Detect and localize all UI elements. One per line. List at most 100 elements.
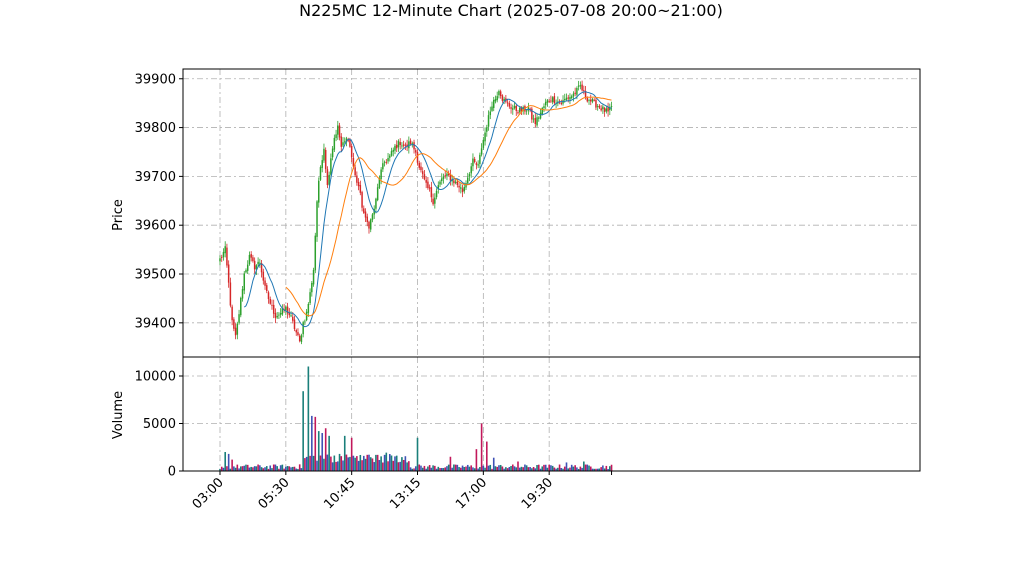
volume-bar bbox=[236, 464, 239, 471]
volume-bar bbox=[369, 457, 372, 471]
candle-body bbox=[428, 187, 431, 189]
candle-body bbox=[382, 163, 384, 170]
volume-bar bbox=[260, 467, 263, 471]
volume-bar bbox=[229, 468, 232, 471]
candle-body bbox=[489, 111, 492, 116]
volume-bar bbox=[269, 465, 272, 471]
candle-body bbox=[316, 201, 318, 237]
volume-bar bbox=[520, 466, 523, 471]
volume-bar bbox=[423, 465, 426, 471]
candle-body bbox=[473, 158, 476, 163]
volume-bar bbox=[307, 366, 310, 471]
candle-body bbox=[512, 108, 514, 110]
candle-body bbox=[439, 181, 441, 185]
volume-bar bbox=[593, 468, 596, 471]
price-tick-label: 39600 bbox=[135, 219, 176, 234]
candle-body bbox=[513, 105, 516, 109]
candle-body bbox=[271, 304, 273, 306]
volume-bar bbox=[489, 464, 492, 471]
volume-bar bbox=[290, 467, 292, 471]
volume-bars-layer bbox=[219, 366, 613, 471]
volume-bar bbox=[392, 460, 395, 471]
volume-bar bbox=[544, 464, 547, 471]
volume-bar bbox=[439, 468, 441, 471]
volume-bar bbox=[300, 468, 303, 471]
volume-bar bbox=[543, 464, 545, 471]
volume-bar bbox=[562, 468, 564, 471]
candle-body bbox=[338, 125, 341, 138]
candle-body bbox=[596, 106, 599, 107]
volume-bar bbox=[378, 459, 381, 471]
candle-body bbox=[293, 319, 296, 330]
candle-body bbox=[311, 283, 313, 293]
candle-body bbox=[576, 88, 578, 95]
candle-body bbox=[319, 167, 322, 180]
volume-axis-label: Volume bbox=[111, 391, 126, 439]
volume-bar bbox=[276, 466, 278, 471]
volume-bar bbox=[375, 454, 377, 471]
volume-bar bbox=[373, 462, 375, 471]
volume-bar bbox=[279, 465, 282, 471]
volume-bar bbox=[427, 466, 429, 471]
candle-body bbox=[486, 127, 488, 132]
volume-bar bbox=[382, 462, 384, 471]
volume-bar bbox=[408, 461, 410, 471]
volume-bar bbox=[479, 467, 481, 471]
volume-bar bbox=[253, 466, 256, 471]
x-tick-label: 19:30 bbox=[519, 475, 556, 512]
candle-body bbox=[536, 117, 538, 126]
candle-body bbox=[281, 308, 284, 315]
x-tick-label: 13:15 bbox=[387, 475, 424, 512]
volume-bar bbox=[437, 466, 440, 471]
candle-body bbox=[446, 173, 448, 177]
candle-body bbox=[318, 180, 320, 203]
volume-bar bbox=[238, 468, 240, 471]
volume-bar bbox=[515, 467, 518, 471]
volume-bar bbox=[486, 441, 488, 471]
volume-bar bbox=[492, 457, 495, 471]
volume-bar bbox=[328, 435, 330, 471]
volume-bar bbox=[361, 460, 363, 471]
candle-body bbox=[484, 132, 486, 142]
volume-bar bbox=[565, 462, 568, 471]
volume-bar bbox=[255, 466, 258, 471]
volume-bar bbox=[536, 464, 538, 471]
x-tick-label: 10:45 bbox=[321, 475, 358, 512]
volume-bar bbox=[354, 457, 356, 471]
volume-bar bbox=[326, 454, 329, 471]
volume-bar bbox=[304, 458, 306, 471]
volume-bar bbox=[453, 464, 455, 471]
volume-bar bbox=[380, 456, 382, 471]
volume-panel-frame bbox=[182, 356, 921, 472]
candle-body bbox=[515, 105, 518, 111]
candle-body bbox=[456, 181, 459, 185]
candle-body bbox=[600, 108, 602, 111]
candle-body bbox=[259, 262, 261, 264]
volume-bar bbox=[425, 468, 427, 471]
candle-body bbox=[538, 117, 540, 119]
candle-body bbox=[499, 91, 502, 96]
candle-body bbox=[460, 187, 462, 189]
candle-body bbox=[437, 185, 440, 190]
volume-bar bbox=[513, 466, 516, 471]
candle-body bbox=[307, 303, 310, 313]
volume-bar bbox=[447, 464, 450, 471]
volume-bar bbox=[435, 468, 438, 471]
volume-bar bbox=[219, 468, 221, 471]
volume-bar bbox=[245, 464, 247, 471]
candle-body bbox=[564, 99, 566, 101]
volume-bar bbox=[553, 467, 556, 471]
candle-body bbox=[295, 330, 297, 333]
candle-body bbox=[418, 162, 420, 168]
volume-bar bbox=[602, 465, 604, 471]
volume-bar bbox=[537, 464, 540, 471]
volume-bar bbox=[227, 453, 230, 471]
candle-body bbox=[357, 181, 360, 187]
volume-bar bbox=[371, 458, 374, 471]
x-tick-label: 05:30 bbox=[256, 475, 293, 512]
volume-bar bbox=[283, 468, 285, 471]
volume-bar bbox=[239, 466, 242, 471]
candle-body bbox=[222, 251, 225, 258]
volume-bar bbox=[579, 466, 582, 471]
